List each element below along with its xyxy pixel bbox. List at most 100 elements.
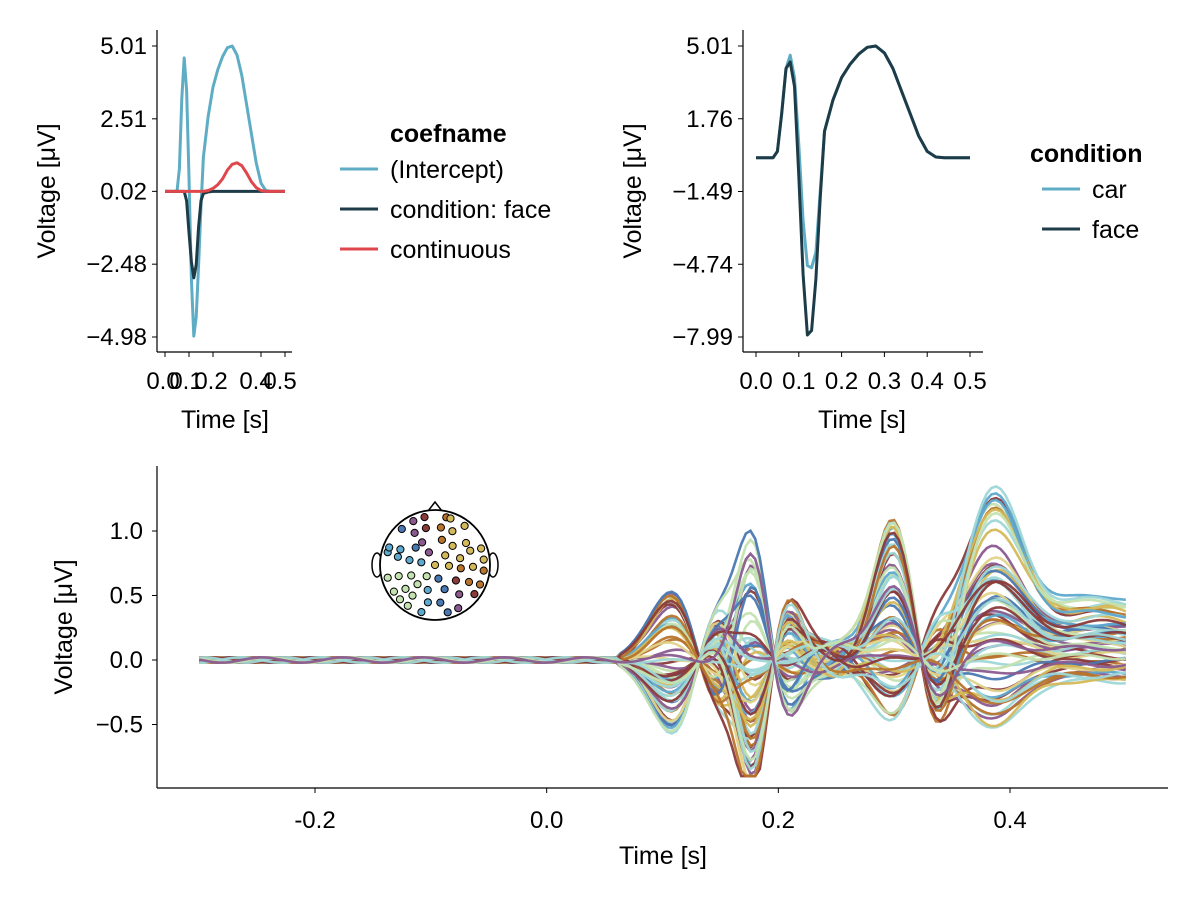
electrode-marker <box>424 548 433 557</box>
electrode-marker <box>383 573 392 582</box>
y-tick-label: 0.5 <box>110 583 143 610</box>
electrode-marker <box>451 576 460 585</box>
electrode-marker <box>395 595 405 604</box>
electrode-marker <box>437 535 446 545</box>
x-tick-label: 0.5 <box>263 368 296 395</box>
y-tick-label: 2.51 <box>100 106 147 133</box>
legend-label: car <box>1092 176 1127 204</box>
x-tick-label: 0.2 <box>194 368 227 395</box>
electrode-marker <box>479 555 488 564</box>
legend-title: condition <box>1030 140 1142 168</box>
electrode-marker <box>455 590 464 599</box>
legend-label: (Intercept) <box>390 156 504 184</box>
electrode-marker <box>417 558 426 567</box>
legend: coefname (Intercept) condition: face contin… <box>340 120 551 264</box>
y-tick-label: 0.0 <box>110 647 143 674</box>
x-tick-label: 0.0 <box>146 368 179 395</box>
x-tick-label: 0.1 <box>782 368 815 395</box>
electrode-marker <box>461 538 471 548</box>
x-tick-label: 0.5 <box>953 368 986 395</box>
electrode-marker <box>411 543 420 552</box>
x-tick-label: 0.4 <box>911 368 944 395</box>
electrode-marker <box>422 572 431 581</box>
electrode-marker <box>410 528 419 538</box>
series-line <box>756 44 970 337</box>
y-axis-label: Voltage [μV] <box>619 123 647 258</box>
x-tick-label: 0.3 <box>868 368 901 395</box>
electrode-marker <box>477 544 486 553</box>
electrode-marker <box>423 585 432 595</box>
y-tick-label: −2.48 <box>86 251 147 278</box>
y-tick-label: −7.99 <box>672 324 733 351</box>
electrode-marker <box>434 574 443 583</box>
electrode-marker <box>448 527 457 536</box>
x-axis-label: Time [s] <box>181 406 269 434</box>
y-tick-label: 5.01 <box>686 33 733 60</box>
x-tick-label: 0.1 <box>169 368 202 395</box>
electrode-marker <box>466 546 475 555</box>
electrode-marker <box>396 545 405 554</box>
electrode-marker <box>464 577 474 587</box>
electrode-marker <box>409 517 418 526</box>
legend: condition car face <box>1030 140 1142 244</box>
series-line <box>165 44 285 338</box>
y-tick-label: 5.01 <box>100 33 147 60</box>
series-line <box>165 161 285 193</box>
electrode-marker <box>443 608 452 617</box>
y-tick-label: 1.0 <box>110 518 143 545</box>
electrode-marker <box>475 580 485 589</box>
x-axis-label: Time [s] <box>818 406 906 434</box>
y-tick-label: −4.98 <box>86 324 147 351</box>
electrode-marker <box>420 513 429 522</box>
electrode-marker <box>430 560 440 570</box>
series-line <box>165 189 285 280</box>
electrode-marker <box>403 601 412 610</box>
channel-line <box>199 603 1126 772</box>
x-tick-label: 0.4 <box>993 807 1026 834</box>
electrode-marker <box>397 524 406 534</box>
channel-lines <box>198 484 1127 778</box>
panel-conditions: 5.01 1.76 −1.49 −4.74 −7.990.0 0.1 0.2 0.3 0.4 0.… <box>619 30 1142 434</box>
electrode-marker <box>401 584 410 594</box>
electrode-marker <box>407 571 416 580</box>
x-tick-label: -0.2 <box>294 807 335 834</box>
y-tick-label: −0.5 <box>96 712 143 739</box>
panel-butterfly: 1.0 0.5 0.0 −0.5 -0.2 0.0 0.2 0.4 Time [s] Voltag… <box>50 466 1168 870</box>
electrode-marker <box>389 587 398 596</box>
electrode-marker <box>417 608 426 617</box>
electrode-marker <box>436 523 445 532</box>
x-tick-label: 0.4 <box>239 368 272 395</box>
electrode-marker <box>393 552 402 561</box>
electrode-marker <box>456 564 465 573</box>
x-tick-label: 0.2 <box>762 807 795 834</box>
electrode-marker <box>405 556 414 565</box>
channel-line <box>198 551 1126 717</box>
x-tick-label: 0.0 <box>530 807 563 834</box>
y-tick-label: −4.74 <box>672 251 733 278</box>
electrode-marker <box>470 590 479 599</box>
electrode-marker <box>418 538 427 547</box>
legend-label: condition: face <box>390 196 551 224</box>
legend-label: continuous <box>390 236 511 264</box>
x-axis-label: Time [s] <box>619 842 707 870</box>
electrode-marker <box>448 541 457 551</box>
electrode-marker <box>441 551 450 560</box>
electrode-marker <box>456 554 465 563</box>
electrode-marker <box>444 561 454 571</box>
topoplot-inset <box>371 500 499 621</box>
y-axis-label: Voltage [μV] <box>33 123 61 258</box>
y-tick-label: −1.49 <box>672 179 733 206</box>
electrode-marker <box>385 543 394 552</box>
x-tick-label: 0.2 <box>825 368 858 395</box>
electrode-marker <box>468 562 478 571</box>
nose <box>427 500 443 512</box>
electrode-marker <box>413 580 422 589</box>
x-tick-label: 0.0 <box>739 368 772 395</box>
panel-coefficients: 5.01 2.51 0.02 −2.48 −4.98 0.00.10.2 0.40.5 Tim… <box>33 30 551 434</box>
electrode-marker <box>460 521 469 531</box>
legend-title: coefname <box>390 120 507 148</box>
legend-label: face <box>1092 216 1139 244</box>
electrode-marker <box>408 591 417 600</box>
electrode-marker <box>446 514 455 523</box>
